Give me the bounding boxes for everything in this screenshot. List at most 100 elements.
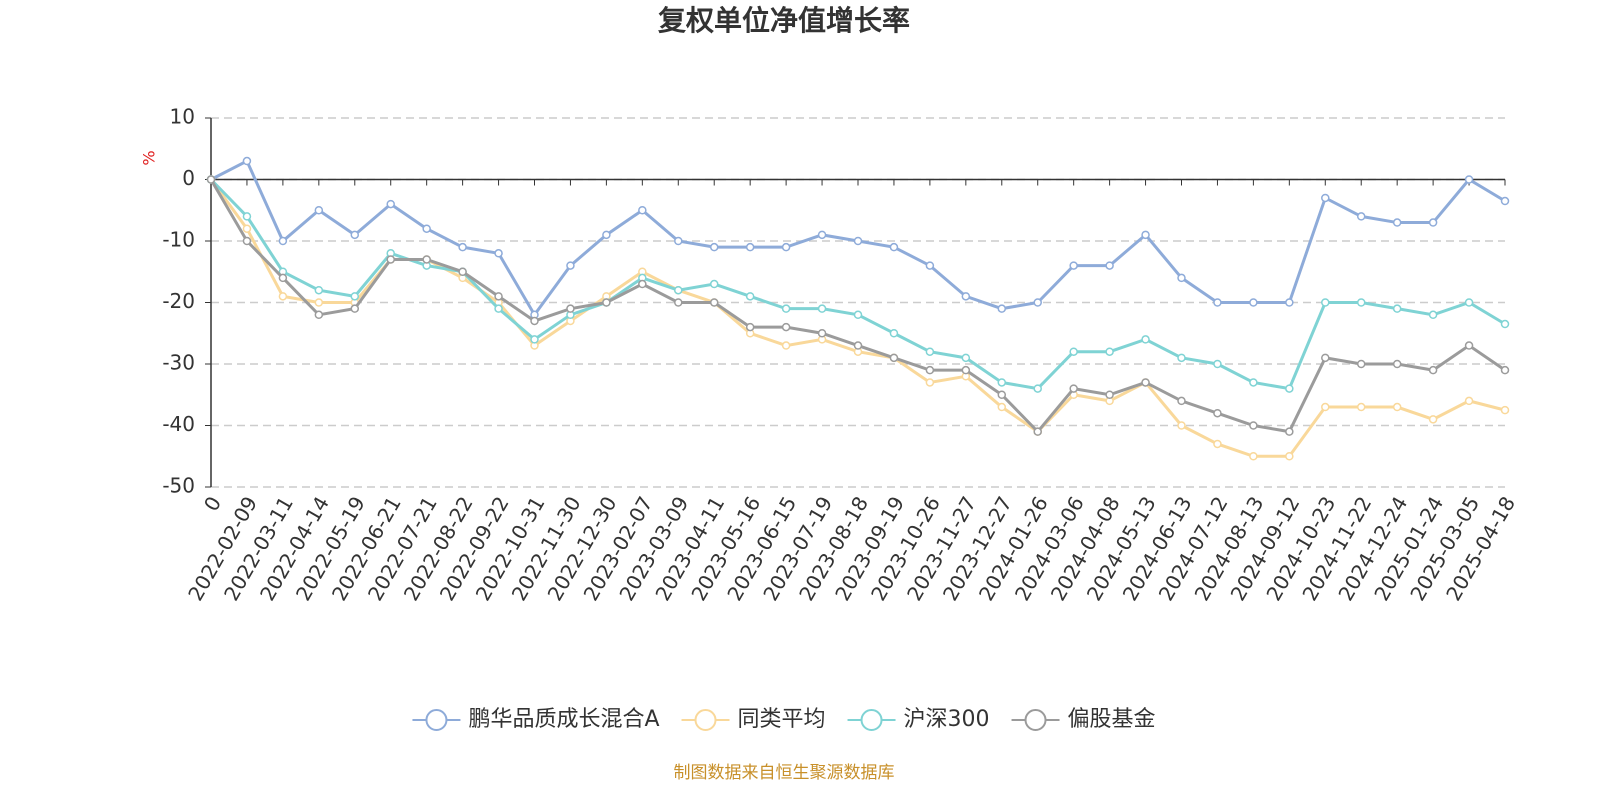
point	[566, 304, 575, 313]
point	[817, 230, 827, 240]
point	[242, 236, 252, 246]
point	[1500, 319, 1510, 329]
point	[242, 156, 252, 166]
legend-marker	[425, 709, 448, 731]
point	[278, 292, 288, 301]
point	[889, 242, 899, 252]
x-tick-label: 0	[199, 492, 226, 515]
point	[350, 230, 360, 240]
legend-item: 沪深300	[847, 707, 990, 732]
point	[961, 353, 971, 363]
point	[781, 242, 791, 252]
point	[1285, 298, 1294, 307]
point	[602, 230, 611, 240]
point	[1464, 175, 1474, 184]
point	[1177, 273, 1186, 283]
legend-item: 同类平均	[681, 707, 826, 732]
point	[1141, 378, 1150, 387]
point	[314, 206, 324, 215]
point	[817, 329, 827, 338]
legend-label: 同类平均	[738, 707, 826, 732]
point	[1321, 193, 1330, 203]
point	[530, 335, 539, 344]
point	[925, 261, 935, 270]
point	[1321, 298, 1330, 307]
y-tick-label: -50	[162, 474, 195, 498]
point	[350, 292, 360, 301]
point	[1069, 261, 1078, 270]
point	[853, 236, 863, 246]
point	[1213, 408, 1222, 418]
point	[638, 279, 647, 289]
point	[997, 390, 1007, 399]
point	[1285, 452, 1294, 461]
point	[709, 242, 719, 252]
point	[1213, 439, 1222, 449]
point	[997, 378, 1007, 387]
legend-label: 鹏华品质成长混合A	[468, 707, 659, 732]
legend-item: 鹏华品质成长混合A	[412, 707, 660, 732]
point	[458, 267, 467, 276]
point	[422, 255, 431, 264]
legend-marker	[1024, 709, 1047, 731]
legend-label: 偏股基金	[1068, 707, 1156, 732]
point	[1105, 390, 1114, 399]
y-axis-label: %	[140, 150, 159, 165]
point	[925, 378, 935, 387]
point	[674, 236, 683, 246]
y-tick-label: -30	[162, 351, 195, 375]
point	[314, 298, 324, 307]
point	[206, 175, 216, 184]
legend-item: 偏股基金	[1011, 707, 1156, 732]
y-tick-label: -20	[162, 289, 195, 313]
point	[1285, 427, 1294, 436]
point	[1249, 298, 1258, 307]
point	[674, 298, 683, 307]
point	[1249, 378, 1258, 387]
point	[1392, 218, 1402, 227]
point	[1213, 298, 1222, 307]
point	[1464, 396, 1474, 406]
point	[1428, 310, 1438, 320]
point	[997, 304, 1007, 313]
point	[1321, 353, 1330, 363]
point	[1500, 196, 1510, 206]
point	[422, 224, 431, 233]
point	[278, 236, 288, 246]
point	[638, 206, 647, 215]
point	[1428, 365, 1438, 375]
point	[817, 304, 827, 313]
point	[1285, 384, 1294, 393]
point	[1105, 261, 1114, 270]
point	[314, 285, 324, 295]
point	[1249, 452, 1258, 461]
point	[602, 298, 611, 307]
point	[1500, 405, 1510, 415]
y-tick-label: 10	[170, 105, 195, 129]
y-tick-label: -40	[162, 412, 195, 436]
point	[781, 322, 791, 332]
point	[458, 242, 467, 252]
point	[709, 298, 719, 307]
point	[1177, 421, 1186, 430]
point	[889, 329, 899, 338]
point	[1356, 402, 1366, 412]
point	[1356, 212, 1366, 221]
point	[1033, 298, 1042, 307]
point	[1069, 384, 1078, 393]
point	[494, 249, 503, 258]
point	[745, 292, 755, 301]
series-line	[209, 178, 1506, 434]
point	[1213, 359, 1222, 369]
point	[889, 353, 899, 363]
point	[925, 365, 935, 375]
legend-marker	[860, 709, 883, 731]
point	[242, 224, 252, 233]
point	[1033, 384, 1042, 393]
point	[494, 304, 503, 313]
point	[1321, 402, 1330, 412]
point	[350, 304, 360, 313]
point	[1141, 230, 1150, 240]
point	[494, 292, 503, 301]
